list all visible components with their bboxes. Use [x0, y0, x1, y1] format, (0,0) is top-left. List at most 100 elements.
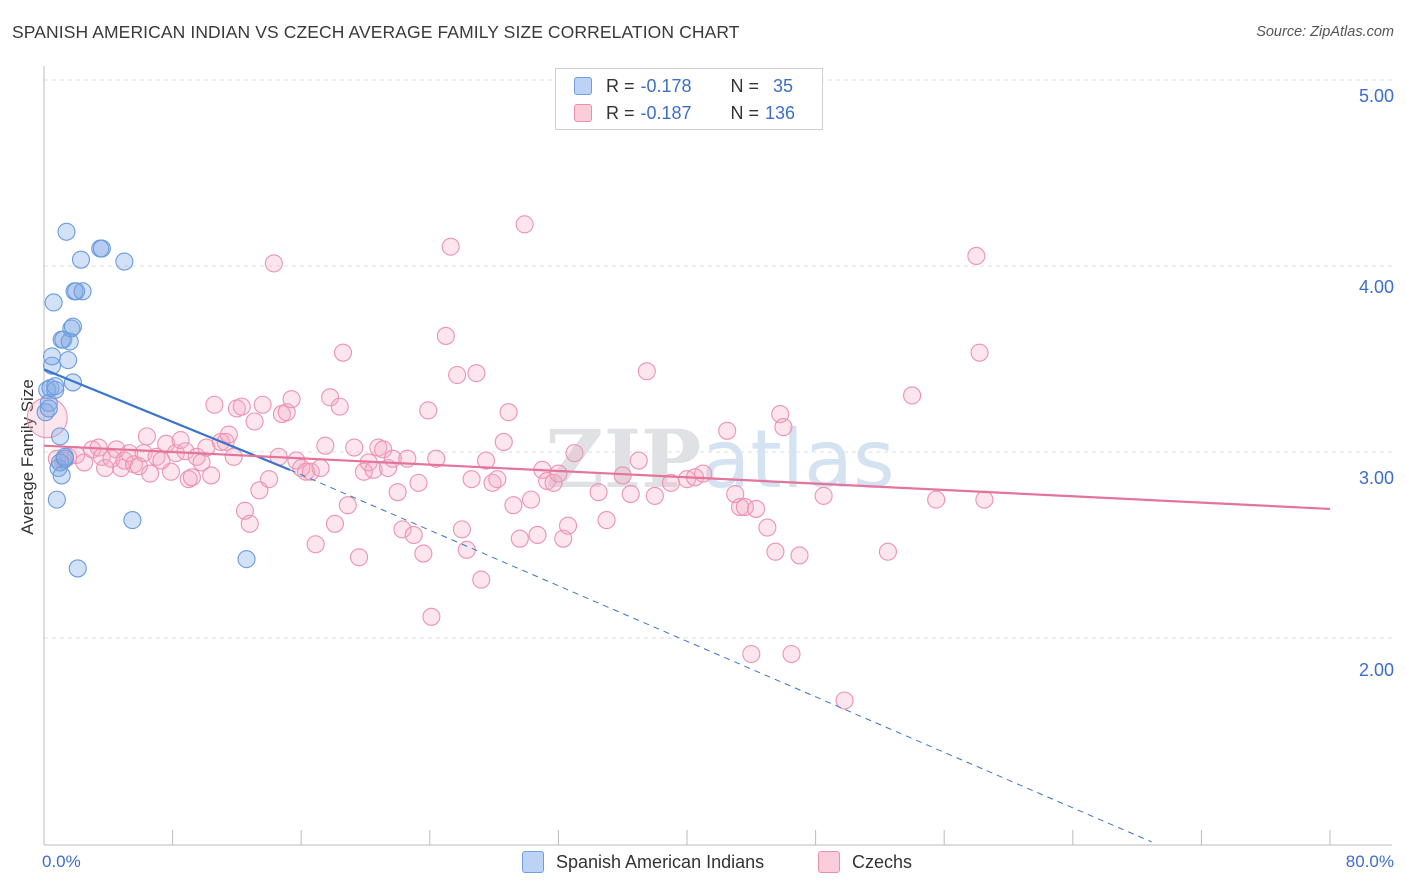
point-czechs-53	[296, 462, 316, 481]
point-czechs-101	[544, 473, 563, 492]
point-czechs-85	[457, 540, 476, 559]
point-czechs-44	[253, 395, 272, 414]
point-czechs-58	[321, 388, 340, 407]
point-czechs-117	[718, 421, 737, 440]
point-spanish-american-indians-8	[47, 490, 66, 509]
point-czechs-61	[333, 343, 353, 362]
point-czechs-123	[758, 518, 777, 537]
point-czechs-55	[306, 535, 325, 554]
point-czechs-131	[878, 542, 897, 561]
point-czechs-111	[637, 362, 656, 381]
point-czechs-109	[621, 484, 640, 504]
point-czechs-127	[782, 644, 801, 664]
point-czechs-46	[264, 254, 283, 273]
point-spanish-american-indians-23	[67, 282, 86, 301]
point-czechs-81	[436, 326, 455, 345]
trendline-czechs	[43, 444, 1331, 511]
point-czechs-83	[448, 365, 467, 385]
y-tick-label-5: 5.00	[1358, 86, 1394, 106]
point-spanish-american-indians-28	[92, 239, 111, 258]
n-value-pink: 136	[765, 102, 796, 123]
x-tick-label-min: 0.0%	[42, 852, 81, 871]
point-spanish-american-indians-18	[60, 332, 79, 351]
n-label: N =	[730, 75, 760, 96]
point-czechs-39	[232, 397, 251, 416]
point-czechs-42	[245, 412, 264, 431]
r-value-blue: -0.178	[640, 75, 692, 96]
point-czechs-60	[330, 397, 349, 416]
point-czechs-28	[182, 468, 201, 487]
pink-swatch-icon	[574, 104, 592, 122]
chart-title: SPANISH AMERICAN INDIAN VS CZECH AVERAGE…	[12, 22, 740, 42]
point-czechs-124	[766, 542, 785, 561]
point-czechs-135	[970, 343, 989, 362]
legend-item-czechs: Czechs	[818, 851, 912, 873]
point-czechs-136	[975, 490, 994, 509]
point-czechs-72	[388, 483, 407, 502]
point-czechs-62	[338, 496, 357, 515]
point-czechs-63	[345, 438, 364, 457]
point-czechs-93	[499, 403, 518, 422]
point-czechs-130	[835, 691, 854, 710]
point-czechs-126	[774, 418, 793, 437]
point-czechs-69	[374, 440, 393, 459]
point-spanish-american-indians-5	[42, 347, 62, 366]
point-spanish-american-indians-10	[51, 427, 70, 446]
point-czechs-33	[205, 395, 224, 414]
point-czechs-106	[589, 483, 608, 502]
n-label: N =	[730, 102, 760, 123]
point-spanish-american-indians-34	[55, 447, 74, 466]
point-czechs-41	[240, 514, 259, 533]
point-czechs-105	[565, 444, 584, 463]
point-czechs-36	[219, 425, 238, 444]
x-tick-label-max: 80.0%	[1345, 852, 1394, 871]
point-czechs-96	[515, 215, 534, 234]
point-spanish-american-indians-17	[59, 351, 78, 370]
point-czechs-59	[325, 514, 345, 533]
point-czechs-84	[452, 520, 472, 539]
blue-swatch-icon	[522, 851, 544, 873]
point-spanish-american-indians-13	[52, 466, 71, 485]
point-czechs-92	[494, 432, 513, 452]
legend-item-spanish-american-indians: Spanish American Indians	[522, 851, 764, 873]
point-czechs-94	[504, 496, 523, 515]
point-czechs-27	[179, 470, 198, 489]
point-czechs-54	[301, 462, 320, 481]
point-czechs-75	[404, 525, 423, 545]
point-czechs-64	[350, 548, 369, 567]
point-spanish-american-indians-21	[63, 317, 82, 336]
point-spanish-american-indians-20	[63, 373, 82, 392]
point-czechs-80	[427, 449, 446, 468]
point-spanish-american-indians-16	[57, 222, 76, 241]
trendline-extension-spanish-american-indians	[289, 469, 1152, 843]
pink-swatch-icon	[818, 851, 840, 873]
point-czechs-120	[735, 498, 754, 517]
point-czechs-95	[510, 529, 529, 548]
stats-legend: R = -0.178 N = 35 R = -0.187 N = 136	[555, 68, 823, 130]
point-czechs-98	[528, 525, 547, 545]
point-czechs-56	[311, 458, 330, 478]
source-label: Source: ZipAtlas.com	[1256, 24, 1394, 40]
point-czechs-79	[422, 607, 441, 626]
point-czechs-134	[967, 246, 986, 266]
point-spanish-american-indians-31	[237, 550, 256, 569]
point-spanish-american-indians-33	[46, 377, 65, 396]
point-czechs-91	[488, 470, 507, 489]
point-czechs-110	[629, 451, 648, 470]
legend-label-pink: Czechs	[852, 851, 913, 872]
point-czechs-112	[645, 486, 664, 505]
point-czechs-9	[96, 458, 115, 478]
point-czechs-18	[141, 464, 160, 483]
point-czechs-100	[538, 471, 557, 491]
stats-row-blue: R = -0.178 N = 35	[574, 73, 793, 99]
point-czechs-78	[419, 401, 438, 420]
point-spanish-american-indians-30	[123, 511, 142, 530]
point-czechs-122	[747, 499, 766, 518]
r-label: R =	[606, 75, 635, 96]
point-czechs-50	[282, 390, 301, 409]
point-czechs-82	[441, 237, 460, 256]
point-czechs-97	[522, 490, 541, 509]
series-legend: Spanish American Indians Czechs	[0, 851, 1406, 877]
point-czechs-89	[477, 451, 496, 470]
